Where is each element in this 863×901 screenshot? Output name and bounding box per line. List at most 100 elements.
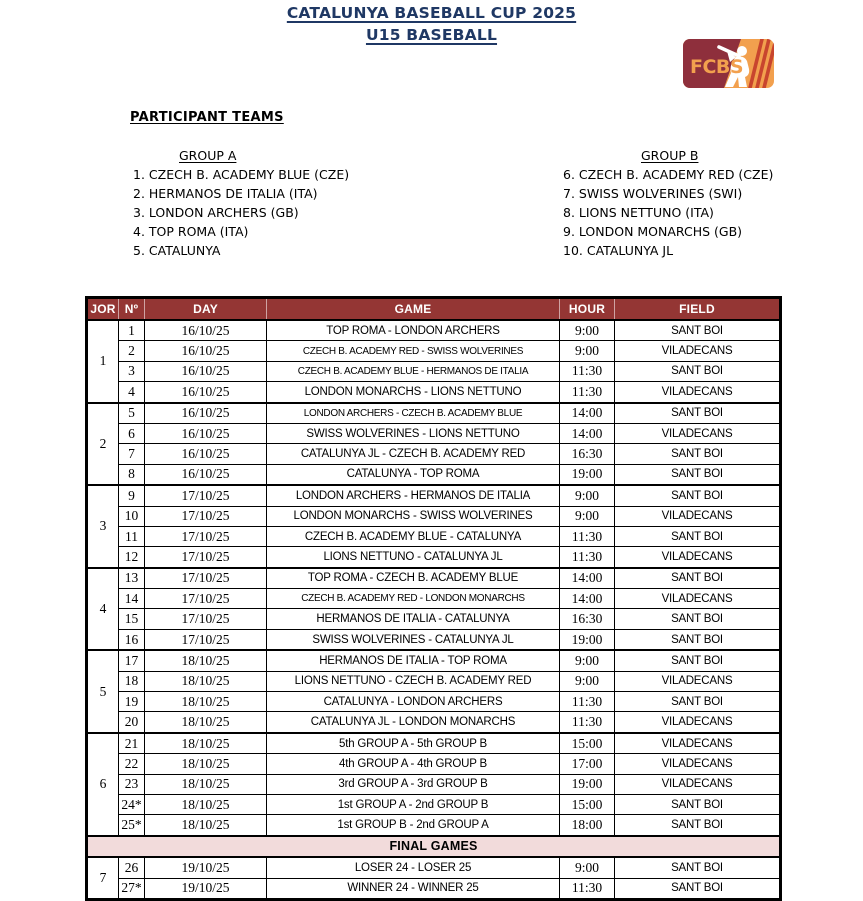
game-cell: 4th GROUP A - 4th GROUP B bbox=[266, 753, 560, 775]
day-cell: 18/10/25 bbox=[144, 753, 267, 775]
hour-cell: 19:00 bbox=[559, 463, 615, 486]
field-cell: SANT BOI bbox=[614, 401, 781, 424]
field-cell: SANT BOI bbox=[614, 319, 781, 342]
day-cell: 16/10/25 bbox=[144, 340, 267, 362]
day-cell: 18/10/25 bbox=[144, 711, 267, 734]
day-cell: 17/10/25 bbox=[144, 566, 267, 590]
logo-text: FCBS bbox=[690, 56, 743, 78]
game-cell: LOSER 24 - LOSER 25 bbox=[266, 856, 560, 879]
team-item: 5. CATALUNYA bbox=[133, 243, 221, 258]
schedule-row: 25* 18/10/25 1st GROUP B - 2nd GROUP A 18:0… bbox=[87, 814, 781, 837]
game-cell: 1st GROUP A - 2nd GROUP B bbox=[266, 793, 560, 816]
schedule-row: 11 17/10/25 CZECH B. ACADEMY BLUE - CATALU… bbox=[87, 525, 781, 548]
day-cell: 17/10/25 bbox=[144, 525, 267, 548]
schedule-row: 4 16/10/25 LONDON MONARCHS - LIONS NETTUNO… bbox=[87, 381, 781, 404]
team-item: 2. HERMANOS DE ITALIA (ITA) bbox=[133, 186, 318, 201]
jornada-cell: 1 bbox=[86, 319, 119, 404]
game-cell: CATALUNYA JL - LONDON MONARCHS bbox=[266, 711, 560, 734]
final-games-divider-row: FINAL GAMES bbox=[86, 834, 781, 859]
game-cell: 1st GROUP B - 2nd GROUP A bbox=[266, 814, 560, 837]
hour-cell: 18:00 bbox=[559, 814, 615, 837]
jornada-cell: 4 bbox=[86, 566, 119, 651]
day-cell: 16/10/25 bbox=[144, 422, 267, 445]
schedule-row: 18 18/10/25 LIONS NETTUNO - CZECH B. ACADE… bbox=[87, 670, 781, 693]
game-cell: TOP ROMA - CZECH B. ACADEMY BLUE bbox=[266, 566, 560, 590]
schedule-row: 8 16/10/25 CATALUNYA - TOP ROMA 19:00 SANT B… bbox=[87, 463, 781, 486]
final-games-label: FINAL GAMES bbox=[86, 834, 781, 859]
hour-cell: 9:00 bbox=[559, 505, 615, 527]
field-cell: VILADECANS bbox=[614, 381, 781, 404]
column-header-no: Nº bbox=[118, 297, 145, 320]
game-number-cell: 21 bbox=[118, 731, 145, 755]
schedule-row: 15 17/10/25 HERMANOS DE ITALIA - CATALUNYA… bbox=[87, 608, 781, 630]
schedule-row: 3 16/10/25 CZECH B. ACADEMY BLUE - HERMANO… bbox=[87, 360, 781, 383]
game-cell: LIONS NETTUNO - CATALUNYA JL bbox=[266, 546, 560, 569]
field-cell: SANT BOI bbox=[614, 525, 781, 548]
field-cell: SANT BOI bbox=[614, 360, 781, 383]
day-cell: 18/10/25 bbox=[144, 773, 267, 795]
field-cell: SANT BOI bbox=[614, 814, 781, 837]
column-header-game: GAME bbox=[266, 297, 560, 320]
game-number-cell: 22 bbox=[118, 753, 145, 775]
schedule-row: 3 9 17/10/25 LONDON ARCHERS - HERMANOS DE I… bbox=[86, 484, 781, 569]
hour-cell: 9:00 bbox=[559, 340, 615, 362]
game-cell: CATALUNYA - LONDON ARCHERS bbox=[266, 691, 560, 713]
field-cell: SANT BOI bbox=[614, 443, 781, 465]
game-number-cell: 23 bbox=[118, 773, 145, 795]
schedule-row: 22 18/10/25 4th GROUP A - 4th GROUP B 17:00… bbox=[87, 753, 781, 775]
field-cell: SANT BOI bbox=[614, 628, 781, 651]
hour-cell: 16:30 bbox=[559, 608, 615, 630]
field-cell: SANT BOI bbox=[614, 793, 781, 816]
schedule-row: 20 18/10/25 CATALUNYA JL - LONDON MONARCHS… bbox=[87, 711, 781, 734]
group-b-heading: GROUP B bbox=[641, 148, 699, 163]
game-number-cell: 6 bbox=[118, 422, 145, 445]
day-cell: 16/10/25 bbox=[144, 319, 267, 342]
hour-cell: 14:00 bbox=[559, 588, 615, 610]
schedule-row: 2 5 16/10/25 LONDON ARCHERS - CZECH B. ACAD… bbox=[86, 401, 781, 486]
hour-cell: 16:30 bbox=[559, 443, 615, 465]
fcbs-logo: FCBS bbox=[683, 39, 774, 88]
field-cell: VILADECANS bbox=[614, 753, 781, 775]
schedule-row: 2 16/10/25 CZECH B. ACADEMY RED - SWISS WO… bbox=[87, 340, 781, 362]
jornada-cell: 7 bbox=[86, 856, 119, 900]
hour-cell: 9:00 bbox=[559, 856, 615, 879]
hour-cell: 19:00 bbox=[559, 628, 615, 651]
schedule-table: JOR Nº DAY GAME HOUR FIELD 1 1 16/10/25 TOP… bbox=[85, 296, 782, 901]
hour-cell: 17:00 bbox=[559, 753, 615, 775]
hour-cell: 11:30 bbox=[559, 525, 615, 548]
field-cell: VILADECANS bbox=[614, 711, 781, 734]
game-cell: 5th GROUP A - 5th GROUP B bbox=[266, 731, 560, 755]
field-cell: SANT BOI bbox=[614, 877, 781, 900]
game-number-cell: 13 bbox=[118, 566, 145, 590]
game-number-cell: 9 bbox=[118, 484, 145, 507]
team-item: 4. TOP ROMA (ITA) bbox=[133, 224, 249, 239]
team-item: 9. LONDON MONARCHS (GB) bbox=[563, 224, 743, 239]
schedule-row: 6 21 18/10/25 5th GROUP A - 5th GROUP B 15:0… bbox=[86, 731, 781, 837]
game-number-cell: 15 bbox=[118, 608, 145, 630]
team-item: 1. CZECH B. ACADEMY BLUE (CZE) bbox=[133, 167, 350, 182]
day-cell: 16/10/25 bbox=[144, 401, 267, 424]
field-cell: VILADECANS bbox=[614, 505, 781, 527]
tournament-title: CATALUNYA BASEBALL CUP 2025 bbox=[286, 4, 577, 22]
game-cell: TOP ROMA - LONDON ARCHERS bbox=[266, 319, 560, 342]
game-cell: LONDON ARCHERS - HERMANOS DE ITALIA bbox=[266, 484, 560, 507]
day-cell: 18/10/25 bbox=[144, 814, 267, 837]
day-cell: 19/10/25 bbox=[144, 877, 267, 900]
game-number-cell: 11 bbox=[118, 525, 145, 548]
schedule-row: 5 17 18/10/25 HERMANOS DE ITALIA - TOP ROMA… bbox=[86, 649, 781, 734]
day-cell: 16/10/25 bbox=[144, 463, 267, 486]
day-cell: 17/10/25 bbox=[144, 546, 267, 569]
game-cell: SWISS WOLVERINES - LIONS NETTUNO bbox=[266, 422, 560, 445]
column-header-jor: JOR bbox=[86, 297, 119, 320]
day-cell: 17/10/25 bbox=[144, 608, 267, 630]
schedule-row: 23 18/10/25 3rd GROUP A - 3rd GROUP B 19:00… bbox=[87, 773, 781, 795]
game-cell: CZECH B. ACADEMY RED - SWISS WOLVERINES bbox=[266, 340, 560, 362]
game-number-cell: 19 bbox=[118, 691, 145, 713]
day-cell: 19/10/25 bbox=[144, 856, 267, 879]
group-b-team-list: 6. CZECH B. ACADEMY RED (CZE) 7. SWISS WO… bbox=[563, 165, 773, 260]
field-cell: VILADECANS bbox=[614, 731, 781, 755]
game-number-cell: 3 bbox=[118, 360, 145, 383]
game-cell: CZECH B. ACADEMY BLUE - HERMANOS DE ITAL… bbox=[266, 360, 560, 383]
hour-cell: 11:30 bbox=[559, 546, 615, 569]
hour-cell: 9:00 bbox=[559, 319, 615, 342]
